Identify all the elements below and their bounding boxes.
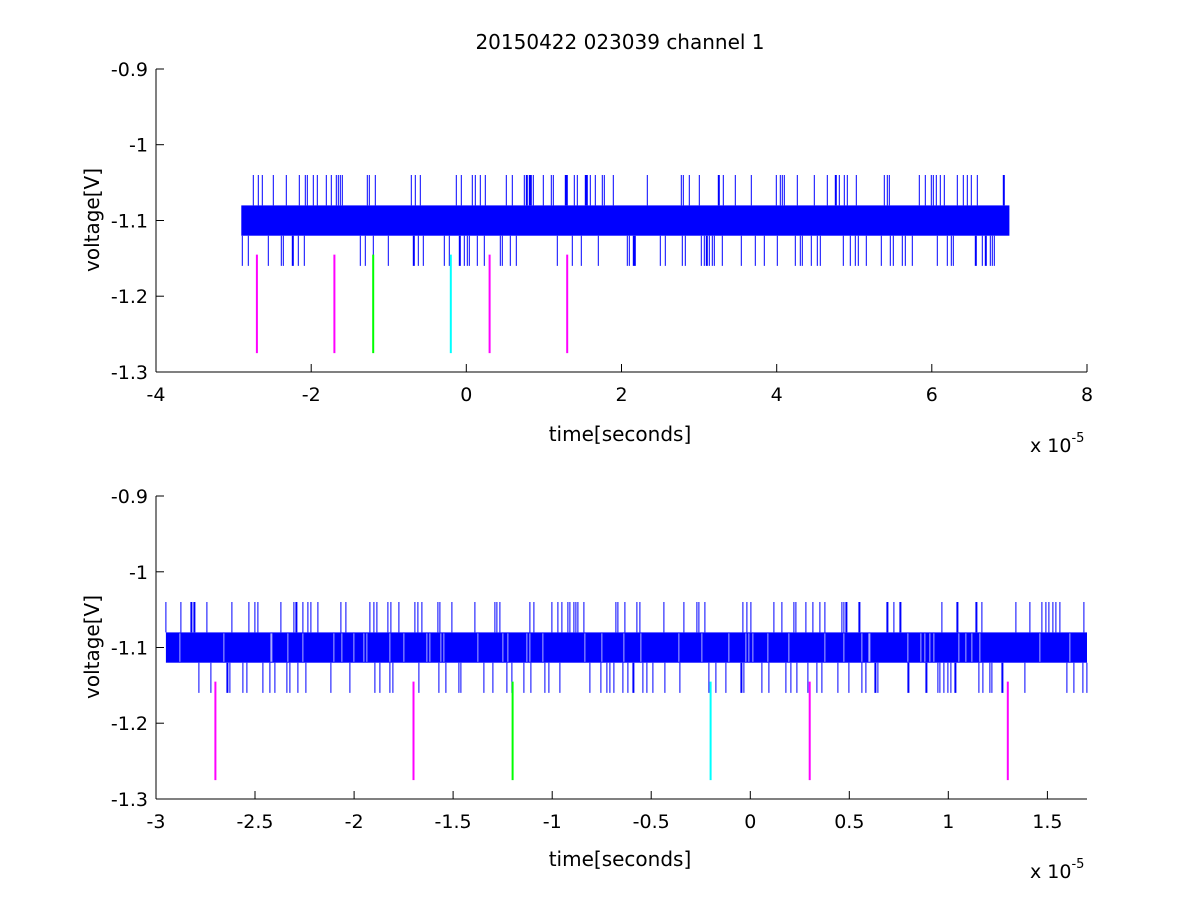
y-tick-label: -1.1 — [111, 211, 148, 233]
y-tick-label: -1.2 — [111, 713, 148, 735]
top-x-multiplier: x 10 — [1030, 435, 1071, 457]
bottom-x-exponent: x 10-5 — [1030, 857, 1084, 883]
top-x-exponent-value: -5 — [1071, 431, 1084, 446]
bottom-x-exponent-value: -5 — [1071, 857, 1084, 872]
x-tick-label: 1 — [942, 811, 954, 833]
top-ticks: -4 -2 0 2 4 6 8 -0.9 -1 -1.1 -1.2 -1.3 — [111, 59, 1093, 406]
x-tick-label: -4 — [147, 384, 166, 406]
bottom-x-axis-label: time[seconds] — [549, 847, 692, 871]
chart-title: 20150422 023039 channel 1 — [475, 30, 764, 54]
signal-trace — [165, 602, 1088, 693]
signal-trace — [241, 175, 1005, 266]
y-tick-label: -1 — [129, 562, 148, 584]
x-tick-label: 2 — [615, 384, 627, 406]
x-tick-label: -1.5 — [435, 811, 472, 833]
x-tick-label: -2 — [345, 811, 364, 833]
top-x-exponent: x 10-5 — [1030, 431, 1084, 457]
x-tick-label: -0.5 — [633, 811, 670, 833]
y-tick-label: -1 — [129, 135, 148, 157]
top-signal — [241, 175, 1010, 266]
top-y-axis-label: voltage[V] — [80, 168, 104, 272]
bottom-markers — [214, 681, 1009, 781]
signal-band — [165, 632, 1087, 663]
x-tick-label: -3 — [147, 811, 166, 833]
y-tick-label: -0.9 — [111, 486, 148, 508]
x-tick-label: 6 — [926, 384, 938, 406]
bottom-signal — [165, 602, 1088, 693]
x-tick-label: 0 — [744, 811, 756, 833]
top-markers — [255, 254, 569, 354]
x-tick-label: 0 — [460, 384, 472, 406]
y-tick-label: -0.9 — [111, 59, 148, 81]
y-tick-label: -1.3 — [111, 789, 148, 811]
bottom-y-axis-label: voltage[V] — [80, 595, 104, 699]
top-plot: -4 -2 0 2 4 6 8 -0.9 -1 -1.1 -1.2 -1.3 time[seconds… — [80, 59, 1093, 457]
y-tick-label: -1.2 — [111, 286, 148, 308]
bottom-ticks: -3 -2.5 -2 -1.5 -1 -0.5 0 0.5 1 1.5 -0.9 -1 -1.1 -1.2… — [111, 486, 1063, 833]
x-tick-label: -1 — [543, 811, 562, 833]
x-tick-label: -2 — [302, 384, 321, 406]
x-tick-label: -2.5 — [236, 811, 273, 833]
x-tick-label: 8 — [1081, 384, 1093, 406]
signal-band — [241, 205, 1010, 236]
x-tick-label: 4 — [771, 384, 783, 406]
top-x-axis-label: time[seconds] — [549, 422, 692, 446]
x-tick-label: 1.5 — [1032, 811, 1062, 833]
signal-gaps — [179, 633, 1071, 662]
bottom-x-multiplier: x 10 — [1030, 861, 1071, 883]
y-tick-label: -1.1 — [111, 638, 148, 660]
bottom-plot: -3 -2.5 -2 -1.5 -1 -0.5 0 0.5 1 1.5 -0.9 -1 -1.1 -1.2… — [80, 486, 1088, 883]
x-tick-label: 0.5 — [834, 811, 864, 833]
y-tick-label: -1.3 — [111, 362, 148, 384]
